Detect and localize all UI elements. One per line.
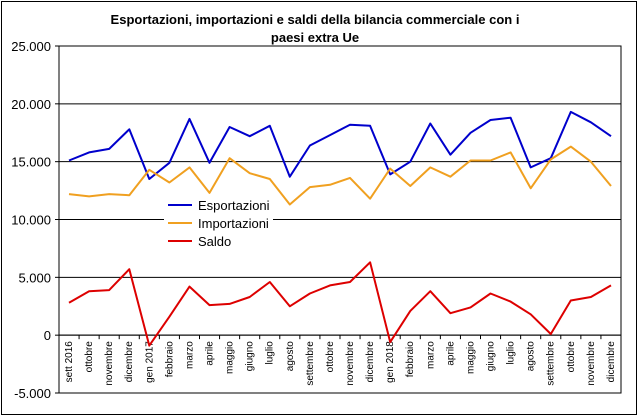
y-tick-label: 10.000 (11, 213, 51, 228)
x-tick-label: aprile (205, 341, 216, 366)
series-line-esportazioni (68, 110, 612, 180)
x-tick-label: maggio (225, 341, 236, 374)
x-tick-label: agosto (285, 341, 296, 371)
series-line-importazioni (68, 145, 612, 206)
gridlines (59, 45, 621, 394)
x-tick-label: gen 2018 (385, 341, 396, 383)
x-tick-label: dicembre (606, 341, 617, 383)
y-tick-label: 5.000 (18, 270, 51, 285)
legend-label: Importazioni (198, 215, 269, 231)
x-tick-label: ottobre (84, 341, 95, 373)
legend-label: Esportazioni (198, 197, 270, 213)
x-tick-label: settembre (546, 341, 557, 386)
x-tick-label: dicembre (124, 341, 135, 383)
x-tick-label: ottobre (325, 341, 336, 373)
x-tick-label: sett 2016 (64, 341, 75, 383)
x-tick-label: aprile (445, 341, 456, 366)
x-tick-label: giugno (486, 341, 497, 371)
chart-title-line-2: paesi extra Ue (270, 30, 360, 45)
y-tick-label: 0 (44, 328, 51, 343)
chart-title: Esportazioni, importazioni e saldi della… (95, 11, 535, 47)
x-tick-label: novembre (104, 341, 115, 386)
legend: Esportazioni Importazioni Saldo (164, 194, 273, 252)
axes (55, 45, 622, 394)
y-tick-label: -5.000 (14, 386, 51, 401)
legend-item-esportazioni: Esportazioni (168, 196, 270, 214)
x-tick-label: dicembre (365, 341, 376, 383)
x-tick-label: agosto (526, 341, 537, 371)
x-tick-label: giugno (245, 341, 256, 371)
series-lines (68, 110, 612, 347)
legend-swatch (168, 204, 192, 206)
x-tick-label: marzo (425, 341, 436, 369)
legend-swatch (168, 222, 192, 224)
x-tick-label: gen 2017 (144, 341, 155, 383)
y-tick-labels: 25.000 20.000 15.000 10.000 5.000 0 -5.000 (11, 39, 51, 401)
x-tick-label: febbraio (164, 341, 175, 378)
x-tick-label: settembre (305, 341, 316, 386)
x-tick-label: luglio (506, 341, 517, 365)
legend-swatch (168, 240, 192, 242)
chart-title-line-1: Esportazioni, importazioni e saldi della… (110, 12, 520, 27)
legend-item-importazioni: Importazioni (168, 214, 269, 232)
series-line-saldo (68, 261, 612, 347)
x-tick-label: novembre (586, 341, 597, 386)
x-tick-label: ottobre (566, 341, 577, 373)
y-tick-label: 25.000 (11, 39, 51, 54)
y-tick-label: 20.000 (11, 97, 51, 112)
x-tick-label: novembre (345, 341, 356, 386)
plot-area (58, 45, 622, 394)
y-tick-label: 15.000 (11, 155, 51, 170)
legend-label: Saldo (198, 233, 232, 249)
x-tick-label: marzo (184, 341, 195, 369)
x-tick-label: maggio (465, 341, 476, 374)
x-tick-labels: sett 2016 ottobre novembre dicembre gen 2017… (64, 341, 617, 386)
legend-item-saldo: Saldo (168, 232, 231, 250)
x-tick-label: luglio (265, 341, 276, 365)
x-tick-label: febbraio (405, 341, 416, 378)
